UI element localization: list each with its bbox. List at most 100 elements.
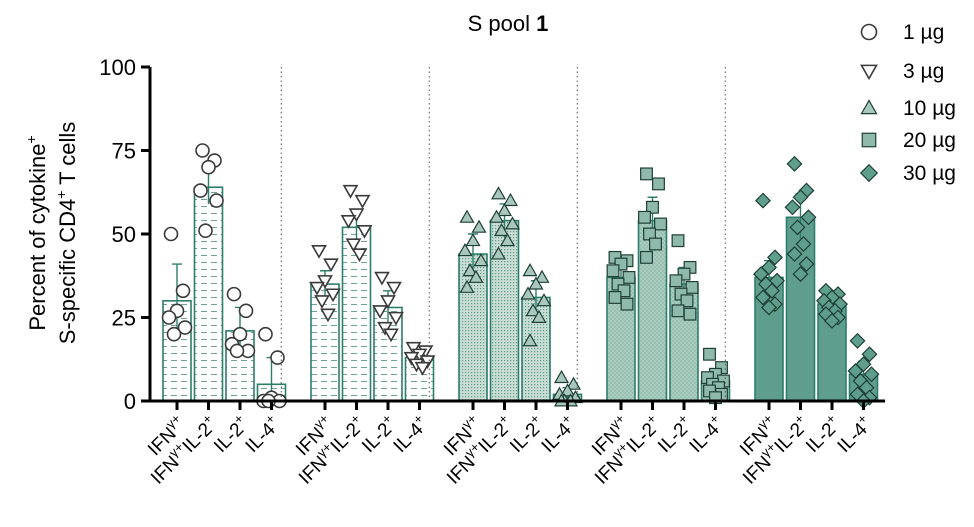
data-point xyxy=(166,326,182,342)
data-point xyxy=(177,320,193,335)
data-point xyxy=(309,281,325,296)
data-point xyxy=(496,202,513,217)
legend-label: 30 µg xyxy=(903,162,956,185)
data-point xyxy=(522,333,538,347)
data-point xyxy=(638,210,651,224)
legend-item: 30 µg xyxy=(859,162,956,185)
data-point xyxy=(792,266,809,283)
data-point xyxy=(462,263,478,277)
data-point xyxy=(351,248,368,263)
data-point xyxy=(671,234,685,248)
data-point xyxy=(342,184,359,199)
data-point xyxy=(374,271,390,286)
legend-item: 1 µg xyxy=(860,21,944,44)
chart-title: S pool 1 xyxy=(468,11,549,36)
legend-item: 3 µg xyxy=(860,60,944,83)
data-point xyxy=(606,264,620,278)
y-tick-label: 50 xyxy=(112,222,136,247)
y-tick-label: 0 xyxy=(124,389,136,414)
data-point xyxy=(345,238,362,253)
data-point xyxy=(620,297,634,311)
legend-label: 1 µg xyxy=(903,21,944,44)
data-point xyxy=(161,310,177,325)
data-point xyxy=(383,328,399,343)
data-point xyxy=(646,200,659,214)
data-point xyxy=(499,232,516,247)
data-point xyxy=(755,192,771,209)
data-point xyxy=(608,291,622,304)
data-point xyxy=(553,369,570,384)
data-point xyxy=(226,286,242,302)
legend-label: 3 µg xyxy=(903,60,944,83)
bar xyxy=(193,186,224,402)
data-point xyxy=(468,269,484,283)
legend-marker xyxy=(860,99,878,115)
data-point xyxy=(238,303,254,319)
data-point xyxy=(193,183,208,198)
data-point xyxy=(703,347,716,361)
data-point xyxy=(798,256,815,273)
data-point xyxy=(863,366,880,383)
data-point xyxy=(377,321,393,336)
data-point xyxy=(520,286,536,300)
data-point xyxy=(311,245,327,259)
error-bar xyxy=(172,263,182,338)
data-point xyxy=(789,219,806,236)
data-point xyxy=(536,293,552,307)
data-point xyxy=(209,193,224,208)
data-point xyxy=(229,343,245,359)
y-axis-label-line2: S-specific CD4+ T cells xyxy=(53,122,80,345)
data-point xyxy=(764,282,780,299)
legend-item: 20 µg xyxy=(861,129,956,152)
data-point xyxy=(528,276,544,290)
data-point xyxy=(354,194,371,209)
data-point xyxy=(372,305,388,319)
data-point xyxy=(652,177,665,191)
data-point xyxy=(317,275,333,289)
data-point xyxy=(403,351,420,366)
data-point xyxy=(614,257,628,271)
data-point xyxy=(232,326,248,342)
data-point xyxy=(314,295,330,309)
data-point xyxy=(640,250,653,264)
data-point xyxy=(471,219,487,233)
data-point xyxy=(786,155,803,172)
data-point xyxy=(755,289,771,306)
data-point xyxy=(325,288,341,303)
data-point xyxy=(861,346,878,363)
y-axis-label: Percent of cytokine+ xyxy=(23,135,50,330)
data-point xyxy=(195,143,210,158)
data-point xyxy=(405,341,422,356)
legend-item: 10 µg xyxy=(860,97,956,120)
legend-marker xyxy=(860,23,878,41)
y-tick-label: 25 xyxy=(112,306,136,331)
data-point xyxy=(457,242,473,257)
data-point xyxy=(622,270,636,284)
data-point xyxy=(786,246,803,263)
data-point xyxy=(504,216,521,230)
legend-marker xyxy=(861,132,877,148)
data-point xyxy=(669,274,683,288)
data-point xyxy=(767,249,783,266)
data-point xyxy=(459,279,475,293)
data-point xyxy=(649,237,662,251)
data-point xyxy=(414,361,431,376)
data-point xyxy=(320,308,336,323)
data-point xyxy=(559,383,576,397)
data-point xyxy=(493,222,510,237)
data-point xyxy=(761,299,777,316)
data-point xyxy=(683,307,697,321)
data-point xyxy=(784,199,801,216)
data-point xyxy=(502,192,519,207)
data-point xyxy=(800,209,817,226)
legend-label: 10 µg xyxy=(903,97,956,120)
legend: 1 µg 3 µg 10 µg 20 µg 30 µg xyxy=(859,21,956,185)
data-point xyxy=(677,267,691,281)
data-point xyxy=(849,332,866,349)
data-point xyxy=(795,236,812,253)
data-point xyxy=(201,159,216,175)
data-point xyxy=(617,284,631,298)
data-point xyxy=(323,258,339,273)
data-point xyxy=(465,232,481,247)
